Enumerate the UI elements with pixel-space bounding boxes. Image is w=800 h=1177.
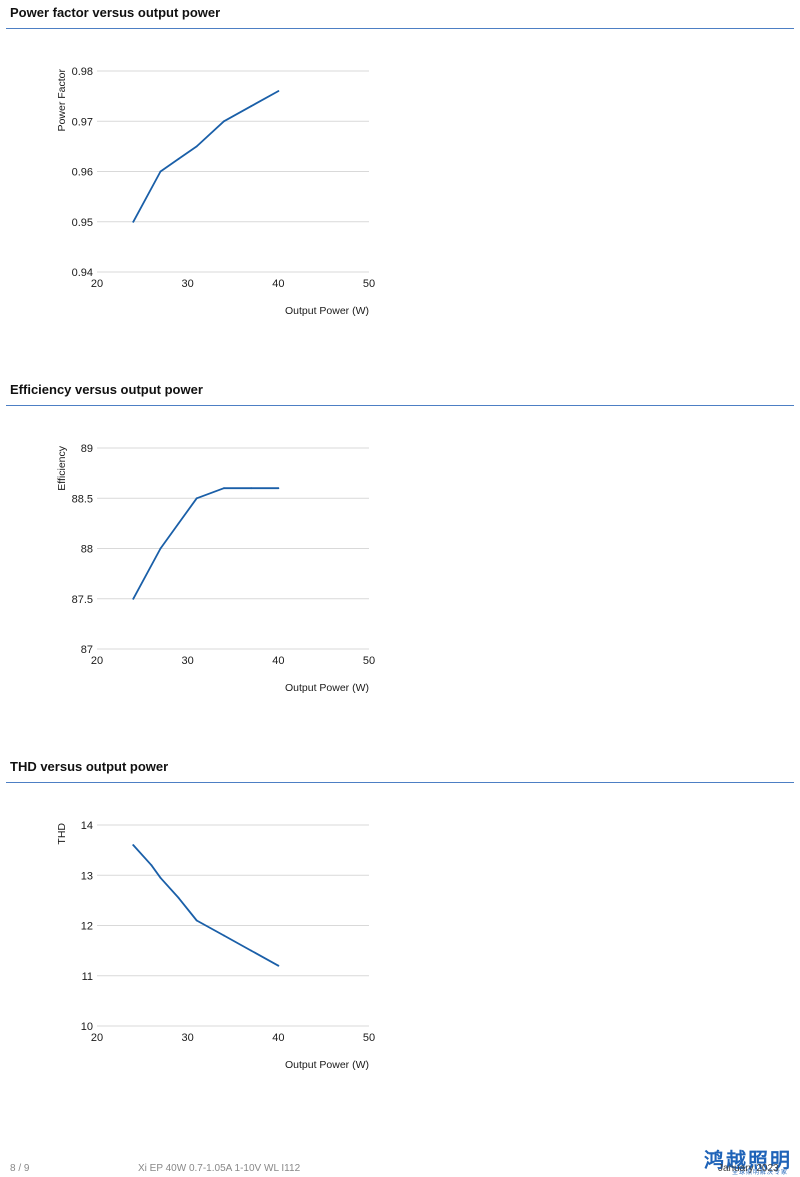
y-tick-label: 12 — [81, 921, 93, 933]
section-divider — [6, 405, 794, 406]
y-tick-label: 0.97 — [72, 116, 93, 128]
data-point — [177, 896, 180, 899]
y-axis-label: Efficiency — [56, 445, 68, 490]
x-tick-label: 40 — [272, 278, 284, 290]
data-point — [277, 964, 280, 967]
y-tick-label: 14 — [81, 820, 93, 832]
x-tick-label: 30 — [182, 1032, 194, 1044]
y-tick-label: 0.96 — [72, 167, 93, 179]
y-tick-label: 0.98 — [72, 66, 93, 78]
data-point — [177, 522, 180, 525]
section-divider — [6, 782, 794, 783]
x-tick-label: 40 — [272, 1032, 284, 1044]
data-point — [159, 547, 162, 550]
series-line — [132, 487, 280, 600]
x-tick-label: 20 — [91, 278, 103, 290]
y-tick-label: 88.5 — [72, 493, 93, 505]
y-tick-label: 87 — [81, 644, 93, 656]
x-tick-label: 20 — [91, 655, 103, 667]
y-axis-label: THD — [56, 823, 68, 845]
data-point — [223, 120, 225, 123]
data-point — [177, 158, 180, 160]
data-point — [132, 844, 135, 846]
y-tick-label: 10 — [81, 1021, 93, 1033]
x-axis-label: Output Power (W) — [285, 682, 369, 694]
product-name: Xi EP 40W 0.7-1.05A 1-10V WL I112 — [138, 1163, 301, 1174]
data-point — [132, 597, 135, 600]
x-tick-label: 40 — [272, 655, 284, 667]
x-tick-label: 20 — [91, 1032, 103, 1044]
x-axis-label: Output Power (W) — [285, 1059, 369, 1071]
section-title-thd: THD versus output power — [10, 759, 169, 774]
x-axis-label: Output Power (W) — [285, 305, 369, 317]
data-point — [195, 919, 198, 922]
data-point — [195, 497, 198, 500]
logo-subtitle: 全球照明解决专家 — [731, 1169, 788, 1176]
document-date: January 2023 — [718, 1163, 779, 1174]
data-point — [250, 105, 253, 108]
x-tick-label: 50 — [363, 278, 375, 290]
data-point — [223, 487, 225, 490]
data-point — [277, 487, 280, 490]
data-point — [159, 876, 162, 879]
x-tick-label: 50 — [363, 655, 375, 667]
company-logo: 鸿越照明 全球照明解决专家 — [692, 1144, 792, 1176]
data-point — [277, 90, 280, 92]
y-tick-label: 89 — [81, 443, 93, 455]
data-point — [250, 487, 253, 490]
x-tick-label: 30 — [182, 278, 194, 290]
section-title-efficiency: Efficiency versus output power — [10, 382, 203, 397]
y-tick-label: 0.94 — [72, 267, 93, 279]
data-point — [195, 145, 198, 148]
series-line — [132, 844, 280, 967]
data-point — [132, 220, 135, 223]
data-point — [250, 949, 253, 952]
y-tick-label: 88 — [81, 544, 93, 556]
y-axis-label: Power Factor — [56, 68, 68, 131]
section-divider — [6, 28, 794, 29]
y-tick-label: 11 — [82, 971, 93, 983]
y-tick-label: 0.95 — [72, 217, 93, 229]
data-point — [150, 864, 153, 867]
series-line — [132, 90, 280, 223]
section-title-power-factor: Power factor versus output power — [10, 5, 221, 20]
y-tick-label: 87.5 — [72, 594, 93, 606]
y-tick-label: 13 — [81, 870, 93, 882]
page-number: 8 / 9 — [10, 1163, 30, 1174]
data-point — [223, 934, 225, 937]
data-point — [159, 170, 162, 173]
x-tick-label: 30 — [182, 655, 194, 667]
x-tick-label: 50 — [363, 1032, 375, 1044]
logo-text: 鸿越照明 — [704, 1148, 792, 1172]
